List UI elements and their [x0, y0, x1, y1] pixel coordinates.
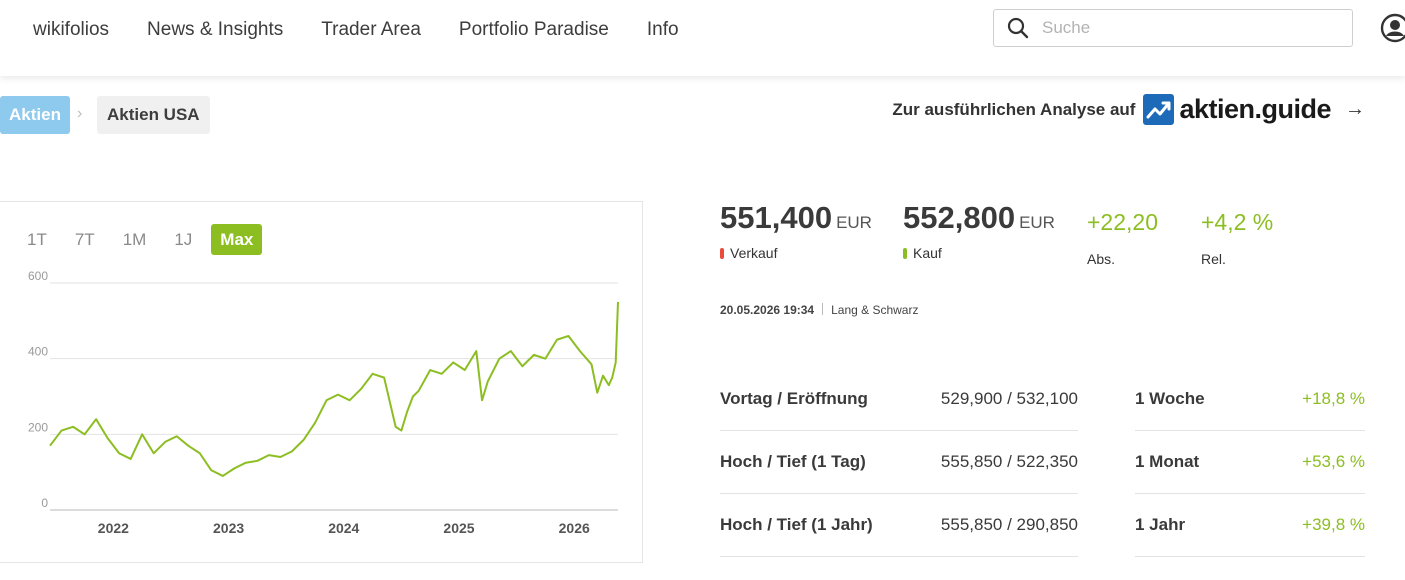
sell-indicator-dot: [720, 247, 724, 259]
guide-brand-name: aktien.guide: [1179, 94, 1331, 124]
stat-row: Vortag / Eröffnung 529,900 / 532,100: [720, 368, 1078, 431]
y-tick-label: 200: [28, 420, 48, 434]
x-tick-label: 2026: [559, 520, 590, 536]
nav-item-trader-area[interactable]: Trader Area: [321, 19, 421, 40]
search-icon[interactable]: [994, 10, 1042, 46]
sell-price: 551,400: [720, 200, 833, 235]
guide-link-text: Zur ausführlichen Analyse auf: [892, 99, 1136, 119]
nav-item-info[interactable]: Info: [646, 19, 679, 40]
user-account-icon[interactable]: [1380, 13, 1405, 43]
price-line-chart: 0 200 400 600 2022 2023 2024 2025 2026: [28, 269, 619, 536]
range-tab-1m[interactable]: 1M: [122, 230, 147, 249]
stat-value: 555,850 / 522,350: [940, 452, 1078, 471]
absolute-change-value: +22,20: [1087, 209, 1158, 235]
range-tab-7t[interactable]: 7T: [74, 230, 95, 249]
search-input[interactable]: [1042, 18, 1332, 38]
range-tab-1t[interactable]: 1T: [27, 230, 47, 249]
chart-range-tabs: 1T 7T 1M 1J Max: [27, 224, 272, 255]
stat-label: 1 Monat: [1135, 452, 1200, 471]
stat-label: 1 Jahr: [1135, 515, 1186, 534]
arrow-right-icon: →: [1345, 98, 1365, 120]
stat-value: +53,6 %: [1302, 452, 1365, 471]
buy-indicator-dot: [903, 247, 907, 259]
stat-value: 555,850 / 290,850: [940, 515, 1078, 534]
stat-label: Hoch / Tief (1 Jahr): [720, 515, 873, 534]
top-navigation-bar: wikifolios News & Insights Trader Area P…: [0, 0, 1405, 76]
y-tick-label: 400: [28, 345, 48, 359]
range-tab-max[interactable]: Max: [211, 224, 263, 255]
quote-timestamp: 20.05.2026 19:34 Lang & Schwarz: [720, 303, 918, 317]
quote-datetime: 20.05.2026 19:34: [720, 303, 815, 317]
quote-venue: Lang & Schwarz: [831, 303, 919, 317]
x-tick-label: 2024: [328, 520, 359, 536]
stat-label: Hoch / Tief (1 Tag): [720, 452, 866, 471]
y-tick-label: 600: [28, 269, 48, 283]
relative-change-label: Rel.: [1201, 251, 1226, 267]
price-chart-panel: 1T 7T 1M 1J Max 0 200 400 600 2022 2023 2024 20…: [0, 201, 643, 563]
range-tab-1j[interactable]: 1J: [174, 230, 193, 249]
trend-up-icon: [1143, 94, 1175, 125]
buy-label: Kauf: [913, 245, 942, 261]
absolute-change: +22,20 Abs.: [1087, 209, 1158, 267]
stat-row: Hoch / Tief (1 Jahr) 555,850 / 290,850: [720, 494, 1078, 557]
breadcrumb-aktien-usa[interactable]: Aktien USA: [97, 96, 210, 134]
relative-change: +4,2 % Rel.: [1201, 209, 1273, 267]
stats-table-left: Vortag / Eröffnung 529,900 / 532,100 Hoch…: [720, 368, 1078, 557]
stat-value: +18,8 %: [1302, 389, 1365, 408]
x-tick-label: 2023: [213, 520, 244, 536]
main-nav: wikifolios News & Insights Trader Area P…: [33, 18, 679, 42]
absolute-change-label: Abs.: [1087, 251, 1116, 267]
stat-row: 1 Woche +18,8 %: [1135, 368, 1365, 431]
buy-quote: 552,800 EUR Kauf: [903, 200, 1055, 261]
aktien-guide-logo: aktien.guide: [1143, 94, 1331, 125]
sell-currency: EUR: [836, 213, 872, 232]
stat-value: +39,8 %: [1302, 515, 1365, 534]
breadcrumb-aktien[interactable]: Aktien: [0, 96, 70, 134]
divider: [822, 303, 824, 315]
price-series-line: [49, 301, 619, 477]
y-tick-label: 0: [41, 496, 48, 510]
breadcrumb-chevron-icon: ›: [77, 105, 83, 122]
sell-label: Verkauf: [730, 245, 778, 261]
nav-item-wikifolios[interactable]: wikifolios: [33, 19, 110, 40]
aktien-guide-link[interactable]: Zur ausführlichen Analyse auf aktien.gui…: [892, 94, 1365, 125]
x-tick-label: 2025: [443, 520, 474, 536]
x-tick-label: 2022: [98, 520, 129, 536]
search-box[interactable]: [993, 9, 1353, 47]
buy-currency: EUR: [1019, 213, 1055, 232]
stat-row: 1 Monat +53,6 %: [1135, 431, 1365, 494]
stat-label: 1 Woche: [1135, 389, 1205, 408]
stat-row: Hoch / Tief (1 Tag) 555,850 / 522,350: [720, 431, 1078, 494]
stat-value: 529,900 / 532,100: [940, 389, 1078, 408]
stat-row: 1 Jahr +39,8 %: [1135, 494, 1365, 557]
buy-price: 552,800: [903, 200, 1016, 235]
stats-table-right: 1 Woche +18,8 % 1 Monat +53,6 % 1 Jahr +39,…: [1135, 368, 1365, 557]
stat-label: Vortag / Eröffnung: [720, 389, 868, 408]
nav-item-news-insights[interactable]: News & Insights: [147, 19, 284, 40]
sell-quote: 551,400 EUR Verkauf: [720, 200, 872, 261]
nav-item-portfolio-paradise[interactable]: Portfolio Paradise: [458, 19, 609, 40]
relative-change-value: +4,2 %: [1201, 209, 1274, 235]
